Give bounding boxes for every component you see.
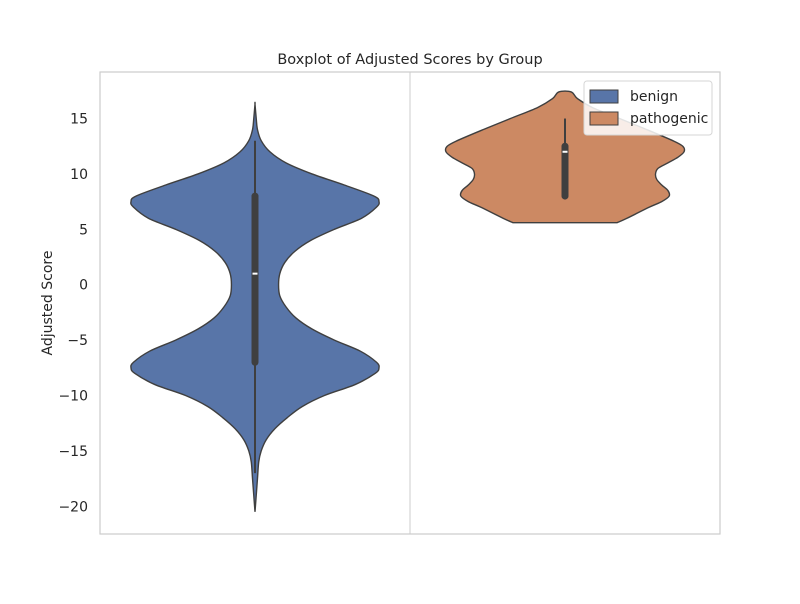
violin-benign bbox=[130, 101, 380, 512]
y-tick-label: −5 bbox=[67, 333, 88, 349]
y-tick-label: 10 bbox=[70, 167, 88, 183]
legend-label-benign: benign bbox=[630, 89, 678, 105]
y-tick-label: 0 bbox=[79, 278, 88, 294]
y-tick-label: 5 bbox=[79, 222, 88, 238]
y-tick-label: −15 bbox=[58, 444, 88, 460]
y-tick-label: −10 bbox=[58, 389, 88, 405]
legend-label-pathogenic: pathogenic bbox=[630, 111, 708, 127]
y-axis-label: Adjusted Score bbox=[40, 251, 56, 356]
y-tick-label: 15 bbox=[70, 112, 88, 128]
legend-swatch-benign bbox=[589, 89, 619, 104]
legend-swatch-pathogenic bbox=[589, 111, 619, 126]
y-tick-label: −20 bbox=[58, 499, 88, 515]
y-axis-ticks: 15 10 5 0 −5 −10 −15 −20 bbox=[58, 112, 88, 516]
legend: benign pathogenic bbox=[583, 80, 713, 136]
plot-frame bbox=[99, 71, 721, 535]
chart-title: Boxplot of Adjusted Scores by Group bbox=[277, 52, 542, 68]
